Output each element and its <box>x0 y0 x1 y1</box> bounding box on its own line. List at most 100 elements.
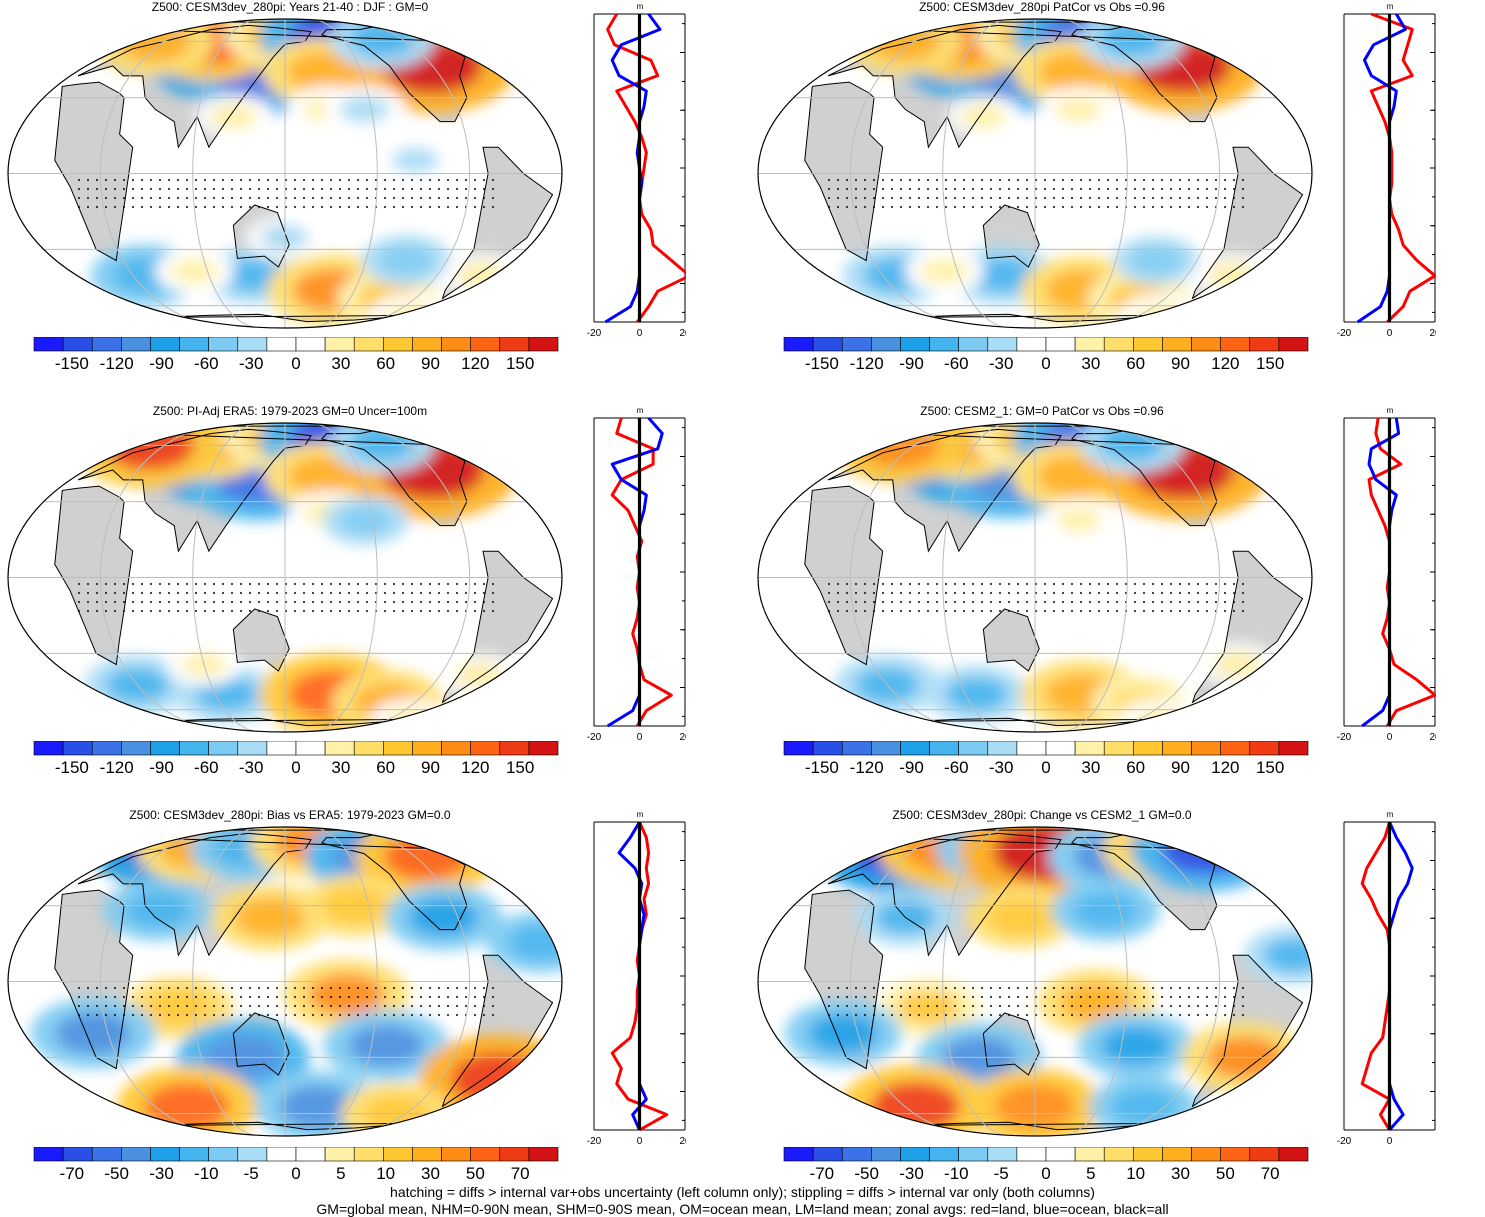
zonal-mean-plot: m-2002060N30N030S60S <box>1337 406 1436 743</box>
anomaly-core <box>458 262 506 289</box>
anomaly-core <box>1054 96 1102 123</box>
colorbar-swatch <box>1249 1147 1280 1162</box>
map-title: Z500: CESM3dev_280pi PatCor vs Obs =0.96 <box>919 0 1165 14</box>
colorbar-label: 10 <box>376 1164 395 1183</box>
colorbar-swatch <box>237 741 268 756</box>
colorbar-label: -60 <box>944 354 969 373</box>
colorbar-label: 90 <box>421 758 440 777</box>
graticule-meridian <box>310 827 378 1136</box>
colorbar-swatch <box>470 741 501 756</box>
colorbar-swatch <box>1133 741 1163 756</box>
zonal-unit-label: m <box>637 406 644 415</box>
map-body <box>8 19 562 328</box>
zonal-unit-label: m <box>637 810 644 819</box>
anomaly-core <box>920 257 969 285</box>
zonal-xtick-label: 20 <box>679 1136 686 1147</box>
colorbar-swatch <box>1162 741 1192 756</box>
colorbar-label: 120 <box>1211 758 1239 777</box>
anomaly-core <box>1036 455 1110 496</box>
colorbar-label: 0 <box>1041 354 1050 373</box>
colorbar-label: 30 <box>1171 1164 1190 1183</box>
colorbar-swatch <box>812 741 843 756</box>
coastline <box>320 832 468 931</box>
map-title: Z500: CESM3dev_280pi: Years 21-40 : DJF … <box>151 0 429 14</box>
anomaly-core <box>961 104 1007 130</box>
colorbar-label: 120 <box>461 354 489 373</box>
map-title: Z500: PI-Adj ERA5: 1979-2023 GM=0 Uncer=… <box>152 404 428 418</box>
colorbar-swatch <box>958 337 989 352</box>
zonal-mean-plot: m-2002060N30N030S60S <box>1337 2 1436 339</box>
colorbar-swatch <box>1016 1147 1047 1162</box>
land-mass <box>54 486 133 665</box>
colorbar-swatch <box>383 741 413 756</box>
colorbar-label: 0 <box>291 1164 300 1183</box>
colorbar-label: -90 <box>149 354 174 373</box>
colorbar-label: -70 <box>810 1164 835 1183</box>
zonal-xtick-label: 0 <box>637 732 643 743</box>
colorbar-swatch <box>1191 1147 1221 1162</box>
colorbar-label: -120 <box>100 354 134 373</box>
zonal-xtick-label: 0 <box>1387 1136 1393 1147</box>
anomaly-core <box>807 1013 879 1053</box>
colorbar-label: 0 <box>1041 1164 1050 1183</box>
graticule-meridian <box>1086 19 1221 328</box>
anomaly-core <box>987 899 1054 936</box>
graticule-meridian <box>1086 827 1221 1136</box>
colorbar-swatch <box>441 741 471 756</box>
colorbar: -150 -120 -90 -60 -30 0 30 60 90 120 150 <box>33 337 559 373</box>
coastline <box>441 146 554 300</box>
anomaly-core <box>451 1052 546 1106</box>
footnote-line-2: GM=global mean, NHM=0-90N mean, SHM=0-90… <box>316 1201 1169 1217</box>
colorbar-swatch <box>295 1147 326 1162</box>
colorbar-swatch <box>1278 741 1309 756</box>
colorbar-swatch <box>1162 1147 1192 1162</box>
zonal-xtick-label: 20 <box>1429 328 1436 339</box>
colorbar-label: -150 <box>55 354 89 373</box>
colorbar-swatch <box>958 1147 989 1162</box>
zonal-land-line <box>606 13 686 323</box>
map-border <box>7 826 563 1137</box>
colorbar-label: 30 <box>331 354 350 373</box>
colorbar-swatch <box>1074 741 1105 756</box>
colorbar-label: -10 <box>944 1164 969 1183</box>
map-body <box>8 827 562 1136</box>
colorbar-swatch <box>62 741 93 756</box>
colorbar-label: -30 <box>239 354 264 373</box>
colorbar-swatch <box>150 337 180 352</box>
map-title: Z500: CESM2_1: GM=0 PatCor vs Obs =0.96 <box>920 404 1164 418</box>
coastline <box>1070 832 1218 931</box>
colorbar-swatch <box>528 741 559 756</box>
colorbar-swatch <box>783 337 814 352</box>
zonal-xtick-label: 20 <box>679 328 686 339</box>
colorbar-swatch <box>841 337 872 352</box>
colorbar-swatch <box>929 1147 959 1162</box>
coastline <box>1070 428 1218 527</box>
colorbar-label: 70 <box>511 1164 530 1183</box>
colorbar-swatch <box>1103 1147 1134 1162</box>
colorbar-swatch <box>900 1147 930 1162</box>
colorbar-label: 60 <box>1126 758 1145 777</box>
graticule-meridian <box>336 19 471 328</box>
colorbar-swatch <box>900 337 930 352</box>
colorbar-swatch <box>1249 741 1280 756</box>
colorbar-swatch <box>121 337 151 352</box>
colorbar-swatch <box>499 741 530 756</box>
zonal-unit-label: m <box>637 2 644 11</box>
anomaly-core <box>391 147 440 174</box>
zonal-unit-label: m <box>1387 810 1394 819</box>
colorbar-swatch <box>412 741 442 756</box>
colorbar-swatch <box>266 1147 297 1162</box>
colorbar-swatch <box>812 1147 843 1162</box>
colorbar-swatch <box>470 1147 501 1162</box>
graticule-meridian <box>192 827 260 1136</box>
colorbar-swatch <box>179 741 209 756</box>
colorbar-swatch <box>324 337 355 352</box>
colorbar-swatch <box>179 337 209 352</box>
graticule-meridian <box>1060 19 1128 328</box>
colorbar-swatch <box>266 741 297 756</box>
colorbar-label: 50 <box>466 1164 485 1183</box>
zonal-mean-plot: m-2002060N30N030S60S <box>587 810 686 1147</box>
colorbar: -70 -50 -30 -10 -5 0 5 10 30 50 70 <box>783 1147 1309 1183</box>
colorbar-swatch <box>441 1147 471 1162</box>
colorbar: -150 -120 -90 -60 -30 0 30 60 90 120 150 <box>783 337 1309 373</box>
